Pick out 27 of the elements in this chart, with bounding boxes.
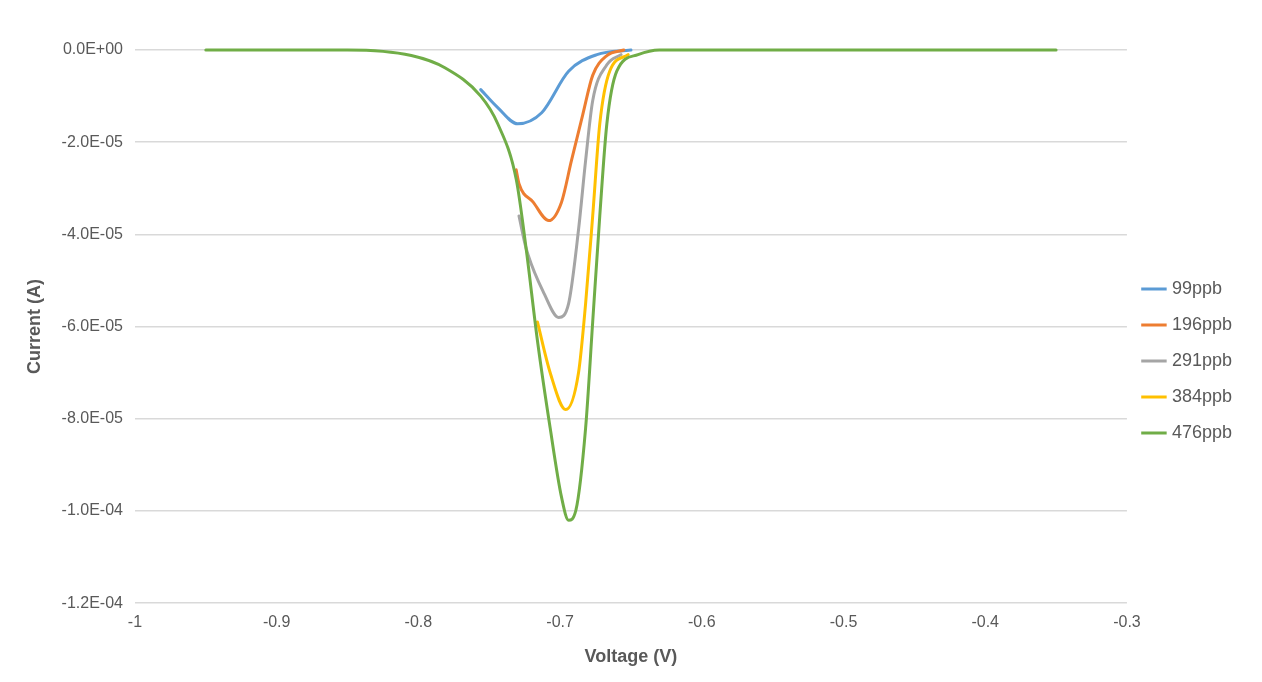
- x-axis-title: Voltage (V): [584, 646, 678, 667]
- y-tick-label: -2.0E-05: [61, 132, 124, 150]
- line-series: [204, 48, 1058, 522]
- y-tick-label: -1.0E-04: [61, 501, 124, 519]
- legend-label: 476ppb: [1171, 421, 1233, 442]
- x-tick-label: -0.7: [546, 613, 574, 631]
- y-tick-label: -8.0E-05: [61, 409, 124, 427]
- x-tick-label: -1: [127, 613, 143, 631]
- line-series: [535, 53, 630, 412]
- y-axis-title: Current (A): [23, 279, 44, 375]
- x-tick-label: -0.4: [971, 613, 1000, 631]
- y-tick-label: -4.0E-05: [61, 224, 124, 242]
- line-series: [479, 48, 633, 126]
- x-tick-label: -0.3: [1113, 613, 1141, 631]
- y-tick-label: -6.0E-05: [61, 317, 124, 335]
- legend-label: 196ppb: [1171, 313, 1233, 334]
- y-tick-label: 0.0E+00: [62, 40, 124, 58]
- line-series: [517, 53, 623, 319]
- x-tick-label: -0.6: [688, 613, 716, 631]
- line-series: [514, 48, 626, 223]
- legend-label: 99ppb: [1171, 277, 1222, 298]
- x-tick-label: -0.5: [829, 613, 858, 631]
- legend-label: 384ppb: [1171, 385, 1233, 406]
- x-tick-label: -0.9: [262, 613, 291, 631]
- y-tick-label: -1.2E-04: [61, 593, 124, 611]
- legend-label: 291ppb: [1171, 349, 1233, 370]
- x-tick-label: -0.8: [404, 613, 433, 631]
